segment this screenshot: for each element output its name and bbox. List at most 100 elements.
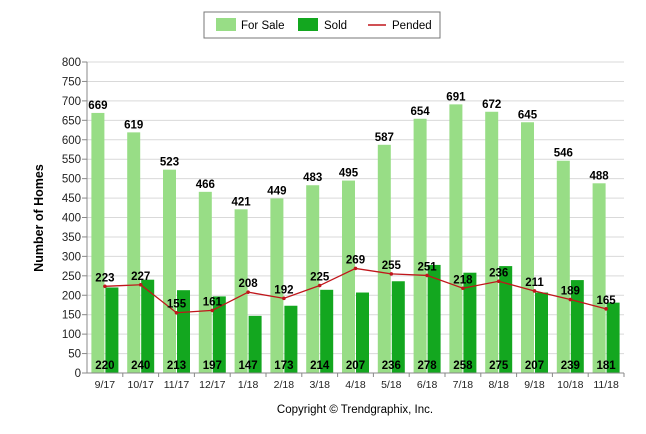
value-label-for-sale: 495 bbox=[339, 168, 359, 180]
bar-sold bbox=[141, 279, 155, 373]
bar-sold bbox=[320, 289, 334, 373]
bar-sold bbox=[535, 292, 548, 373]
bar-for-sale bbox=[306, 185, 320, 373]
bar-for-sale bbox=[342, 180, 355, 373]
pended-line bbox=[103, 266, 608, 315]
gridlines bbox=[87, 61, 624, 355]
pended-point bbox=[210, 308, 215, 313]
y-tick-label: 50 bbox=[68, 349, 81, 361]
value-label-sold: 207 bbox=[346, 360, 365, 372]
x-axis-ticks: 9/17 10/17 11/17 12/17 1/18 2/18 3/18 4/18 5/18 6… bbox=[95, 373, 625, 391]
bar-for-sale bbox=[163, 169, 176, 373]
x-tick-label: 8/18 bbox=[488, 379, 509, 391]
bar-sold bbox=[499, 266, 513, 373]
value-label-sold: 181 bbox=[597, 360, 617, 372]
legend-swatch-sold bbox=[298, 18, 318, 31]
x-tick-label: 12/17 bbox=[199, 379, 225, 391]
value-label-sold: 173 bbox=[274, 360, 293, 372]
pended-point bbox=[496, 279, 501, 284]
value-label-sold: 275 bbox=[489, 360, 509, 372]
y-tick-label: 100 bbox=[62, 329, 81, 341]
bar-sold bbox=[212, 296, 226, 373]
value-label-for-sale: 672 bbox=[482, 99, 501, 111]
value-label-pended: 208 bbox=[239, 278, 259, 290]
y-axis-ticks: 0 50 100 150 200 250 300 350 400 450 500 550 600 650 7… bbox=[62, 57, 87, 380]
value-label-pended: 251 bbox=[418, 261, 438, 273]
value-label-for-sale: 546 bbox=[554, 148, 573, 160]
bar-sold bbox=[427, 264, 441, 373]
value-label-for-sale: 619 bbox=[124, 119, 143, 131]
value-labels: 669 220 619 240 523 213 466 197 421 147 449 173 483 2… bbox=[88, 91, 616, 372]
y-tick-label: 150 bbox=[62, 310, 81, 322]
value-label-pended: 269 bbox=[346, 254, 365, 266]
value-label-sold: 239 bbox=[561, 360, 580, 372]
value-label-pended: 227 bbox=[131, 271, 150, 283]
bar-for-sale bbox=[485, 111, 499, 373]
x-tick-label: 2/18 bbox=[274, 379, 295, 391]
value-label-for-sale: 669 bbox=[88, 100, 107, 112]
bar-sold bbox=[177, 290, 190, 373]
y-tick-label: 250 bbox=[62, 271, 81, 283]
x-tick-label: 9/18 bbox=[524, 379, 545, 391]
y-tick-label: 750 bbox=[62, 76, 81, 88]
pended-point bbox=[103, 284, 107, 289]
bar-sold bbox=[391, 281, 405, 373]
y-tick-label: 550 bbox=[62, 154, 81, 166]
pended-point bbox=[138, 282, 143, 287]
pended-point bbox=[461, 286, 465, 291]
x-tick-label: 10/18 bbox=[557, 379, 583, 391]
value-label-pended: 165 bbox=[597, 295, 617, 307]
value-label-sold: 220 bbox=[95, 360, 114, 372]
value-label-for-sale: 466 bbox=[196, 179, 215, 191]
bar-for-sale bbox=[377, 144, 391, 373]
pended-point bbox=[568, 297, 573, 302]
value-label-sold: 207 bbox=[525, 360, 544, 372]
bar-sold bbox=[248, 315, 262, 373]
legend-box bbox=[203, 11, 441, 39]
value-label-pended: 218 bbox=[453, 274, 473, 286]
legend-label-pended: Pended bbox=[392, 20, 432, 32]
legend: For Sale Sold Pended bbox=[203, 11, 441, 39]
bar-for-sale bbox=[413, 118, 427, 373]
value-label-pended: 223 bbox=[95, 272, 114, 284]
x-tick-label: 11/18 bbox=[593, 379, 619, 391]
value-label-pended: 236 bbox=[489, 267, 508, 279]
pended-point bbox=[532, 289, 537, 293]
x-tick-label: 9/17 bbox=[95, 379, 116, 391]
value-label-pended: 161 bbox=[203, 296, 223, 308]
x-tick-label: 7/18 bbox=[453, 379, 474, 391]
x-tick-label: 3/18 bbox=[309, 379, 330, 391]
bar-for-sale bbox=[556, 160, 570, 373]
value-label-pended: 211 bbox=[525, 277, 544, 289]
value-label-sold: 236 bbox=[382, 360, 401, 372]
value-label-for-sale: 421 bbox=[232, 196, 252, 208]
value-label-for-sale: 523 bbox=[160, 157, 179, 169]
y-tick-label: 800 bbox=[62, 57, 81, 69]
bar-for-sale bbox=[270, 198, 284, 373]
bar-for-sale bbox=[234, 209, 248, 373]
value-label-for-sale: 587 bbox=[375, 132, 394, 144]
value-label-for-sale: 645 bbox=[518, 109, 538, 121]
x-tick-label: 1/18 bbox=[238, 379, 259, 391]
value-label-for-sale: 691 bbox=[446, 91, 466, 103]
x-tick-label: 11/17 bbox=[164, 379, 190, 391]
value-label-sold: 240 bbox=[131, 360, 150, 372]
bar-sold bbox=[284, 305, 298, 373]
value-label-for-sale: 483 bbox=[303, 172, 322, 184]
pended-point bbox=[282, 296, 286, 301]
legend-label-sold: Sold bbox=[324, 20, 347, 32]
bar-sold bbox=[356, 292, 369, 373]
y-tick-label: 350 bbox=[62, 232, 81, 244]
pended-point bbox=[604, 307, 608, 311]
pended-point bbox=[389, 272, 394, 276]
y-axis-title: Number of Homes bbox=[32, 164, 46, 272]
bar-sold bbox=[570, 280, 584, 373]
value-label-sold: 278 bbox=[418, 360, 438, 372]
y-tick-label: 600 bbox=[62, 135, 81, 147]
x-tick-label: 5/18 bbox=[381, 379, 402, 391]
bar-for-sale bbox=[198, 191, 212, 373]
bar-for-sale bbox=[127, 132, 141, 373]
pended-point bbox=[425, 273, 429, 278]
y-tick-label: 700 bbox=[62, 96, 81, 108]
